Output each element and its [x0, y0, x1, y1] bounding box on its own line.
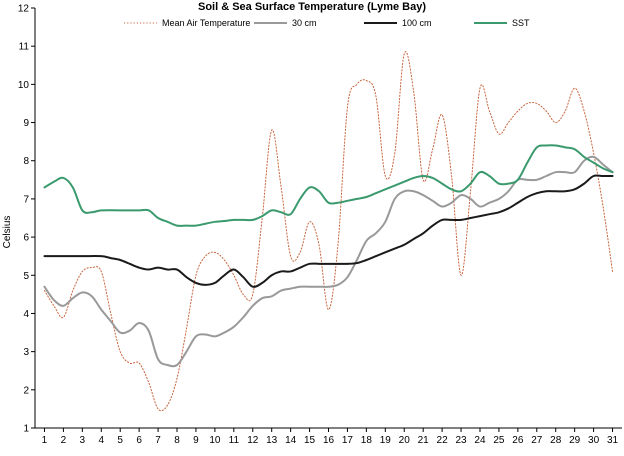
x-tick-label: 21 — [418, 435, 430, 446]
x-tick-label: 20 — [399, 435, 411, 446]
y-tick-label: 12 — [18, 4, 30, 15]
x-tick-label: 31 — [607, 435, 619, 446]
y-tick-label: 7 — [23, 194, 29, 205]
legend-label-100-cm: 100 cm — [402, 18, 432, 28]
x-tick-label: 17 — [342, 435, 354, 446]
series-line-sst — [43, 144, 614, 227]
x-tick-label: 7 — [155, 435, 161, 446]
y-tick-label: 8 — [23, 156, 29, 167]
x-tick-label: 11 — [229, 435, 240, 446]
x-tick-label: 12 — [247, 435, 259, 446]
x-tick-label: 25 — [493, 435, 505, 446]
x-tick-label: 3 — [80, 435, 86, 446]
x-tick-label: 27 — [531, 435, 543, 446]
x-tick-label: 5 — [117, 435, 123, 446]
chart-title: Soil & Sea Surface Temperature (Lyme Bay… — [198, 1, 426, 13]
x-tick-label: 23 — [455, 435, 467, 446]
x-tick-label: 29 — [569, 435, 581, 446]
y-tick-label: 9 — [23, 118, 29, 129]
x-tick-label: 10 — [209, 435, 221, 446]
series-line-100-cm — [43, 174, 614, 288]
x-tick-label: 4 — [98, 435, 104, 446]
x-tick-label: 2 — [61, 435, 67, 446]
x-tick-label: 8 — [174, 435, 180, 446]
x-tick-label: 1 — [42, 435, 48, 446]
y-tick-label: 5 — [23, 271, 29, 282]
y-tick-label: 6 — [23, 233, 29, 244]
x-tick-label: 24 — [474, 435, 486, 446]
plot-lines — [43, 51, 614, 412]
series-line-mean-air-temperature — [43, 51, 614, 412]
x-tick-label: 16 — [323, 435, 335, 446]
x-tick-label: 18 — [361, 435, 373, 446]
x-tick-label: 14 — [285, 435, 297, 446]
x-tick-label: 22 — [437, 435, 449, 446]
y-tick-label: 11 — [19, 42, 30, 53]
legend-label-sst: SST — [512, 18, 530, 28]
x-tick-label: 19 — [380, 435, 392, 446]
y-axis-label: Celsius — [2, 216, 13, 249]
y-tick-label: 4 — [23, 309, 29, 320]
x-tick-label: 9 — [193, 435, 199, 446]
legend-label-30-cm: 30 cm — [292, 18, 317, 28]
x-tick-label: 28 — [550, 435, 562, 446]
legend: Mean Air Temperature 30 cm 100 cm SST — [124, 18, 530, 28]
legend-label-mean-air-temperature: Mean Air Temperature — [162, 18, 250, 28]
x-tick-label: 30 — [588, 435, 600, 446]
y-tick-label: 1 — [23, 424, 29, 435]
y-tick-label: 2 — [23, 385, 29, 396]
x-tick-label: 15 — [304, 435, 316, 446]
y-tick-label: 10 — [18, 80, 30, 91]
x-tick-label: 13 — [266, 435, 278, 446]
x-tick-label: 6 — [136, 435, 142, 446]
series-line-30-cm — [43, 155, 614, 368]
x-tick-label: 26 — [512, 435, 524, 446]
y-tick-label: 3 — [23, 347, 29, 358]
